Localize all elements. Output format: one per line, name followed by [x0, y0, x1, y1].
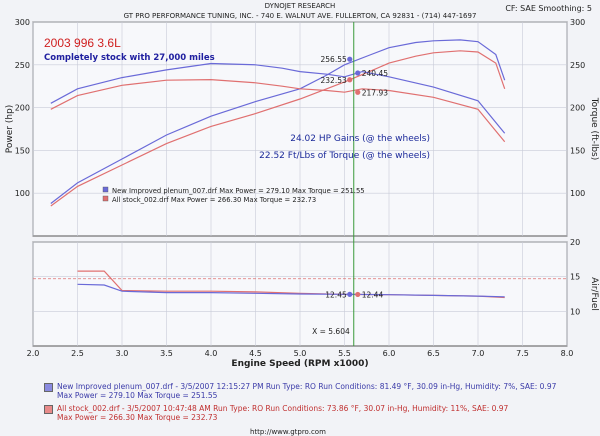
cursor-torque-stock-value: 217.93 — [362, 88, 388, 97]
dyno-chart: 2.0 2.5 3.0 3.5 4.0 4.5 5.0 5.5 6.0 6.5 7.0 7.5 8.0 1… — [5, 18, 599, 369]
x-tick-label: 8.0 — [561, 349, 574, 358]
y-axis-label: Power (hp) — [5, 105, 15, 154]
y-tick-label: 100 — [15, 189, 30, 198]
hp-gain-annotation: 24.02 HP Gains (@ the wheels) — [290, 134, 430, 144]
cursor-afr-new-marker — [347, 291, 353, 297]
website-url[interactable]: http://www.gtpro.com — [250, 428, 326, 436]
y2-tick-label: 250 — [570, 61, 585, 70]
cursor-torque-new-value: 240.45 — [362, 69, 388, 78]
x-tick-label: 3.5 — [160, 349, 173, 358]
series-line-new-afr — [77, 283, 505, 298]
chart-subtitle: Completely stock with 27,000 miles — [44, 53, 215, 63]
cursor-power-new-value: 256.55 — [321, 55, 347, 64]
x-tick-label: 5.0 — [294, 349, 307, 358]
afr-axis-label: Air/Fuel — [589, 277, 599, 311]
cursor-afr-new-value: 12.45 — [325, 290, 347, 299]
report-title: DYNOJET RESEARCH — [264, 2, 336, 10]
x-tick-label: 4.5 — [249, 349, 262, 358]
cursor-torque-new-marker — [355, 70, 361, 76]
run2-max: Max Power = 266.30 Max Torque = 232.73 — [57, 413, 218, 422]
x-tick-label: 7.0 — [472, 349, 485, 358]
y-tick-label: 250 — [15, 61, 30, 70]
x-tick-label: 7.5 — [516, 349, 529, 358]
series-line-stock-power — [50, 50, 506, 207]
series-line-new-power — [50, 39, 506, 204]
y-tick-label: 150 — [15, 146, 30, 155]
legend-entry: All stock_002.drf Max Power = 266.30 Max… — [112, 196, 316, 204]
afr-tick-label: 15 — [570, 273, 580, 282]
y2-tick-label: 300 — [570, 18, 585, 27]
x-tick-label: 2.5 — [71, 349, 84, 358]
run1-swatch — [44, 383, 53, 392]
cursor-torque-stock-marker — [355, 89, 361, 95]
x-tick-label: 6.5 — [427, 349, 440, 358]
legend-swatch — [102, 186, 109, 193]
chart-title: 2003 996 3.6L — [44, 36, 121, 50]
series-line-stock-torque — [50, 78, 506, 143]
cursor-power-stock-value: 232.53 — [321, 76, 347, 85]
afr-tick-label: 10 — [570, 307, 580, 316]
shop-address: GT PRO PERFORMANCE TUNING, INC. - 740 E.… — [123, 12, 477, 20]
y2-axis-label: Torque (ft-lbs) — [589, 97, 599, 161]
torque-gain-annotation: 22.52 Ft/Lbs of Torque (@ the wheels) — [259, 151, 430, 161]
cursor-power-stock-marker — [347, 77, 353, 83]
run-info-footer: New Improved plenum_007.drf - 3/5/2007 1… — [0, 372, 600, 436]
y2-tick-label: 200 — [570, 104, 585, 113]
cursor-x-label: X = 5.604 — [312, 327, 350, 336]
x-tick-label: 4.0 — [205, 349, 218, 358]
afr-tick-label: 20 — [570, 238, 580, 247]
run1-details: New Improved plenum_007.drf - 3/5/2007 1… — [57, 382, 557, 391]
x-tick-label: 6.0 — [383, 349, 396, 358]
y2-tick-label: 150 — [570, 146, 585, 155]
x-tick-label: 5.5 — [338, 349, 351, 358]
legend-entry: New Improved plenum_007.drf Max Power = … — [112, 187, 365, 195]
cursor-afr-stock-marker — [355, 291, 361, 298]
y-tick-label: 300 — [15, 18, 30, 27]
x-tick-label: 3.0 — [116, 349, 129, 358]
x-axis-label: Engine Speed (RPM x1000) — [231, 359, 368, 369]
run2-swatch — [44, 405, 53, 414]
correction-info: CF: SAE Smoothing: 5 — [505, 4, 592, 13]
cursor-power-new-marker — [347, 56, 353, 62]
legend-swatch — [102, 195, 109, 202]
run2-details: All stock_002.drf - 3/5/2007 10:47:48 AM… — [57, 404, 509, 413]
run1-max: Max Power = 279.10 Max Torque = 251.55 — [57, 391, 218, 400]
series-line-new-torque — [50, 62, 506, 134]
y-tick-label: 200 — [15, 104, 30, 113]
x-tick-label: 2.0 — [27, 349, 40, 358]
cursor-afr-stock-value: 12.44 — [362, 290, 384, 299]
y2-tick-label: 100 — [570, 189, 585, 198]
